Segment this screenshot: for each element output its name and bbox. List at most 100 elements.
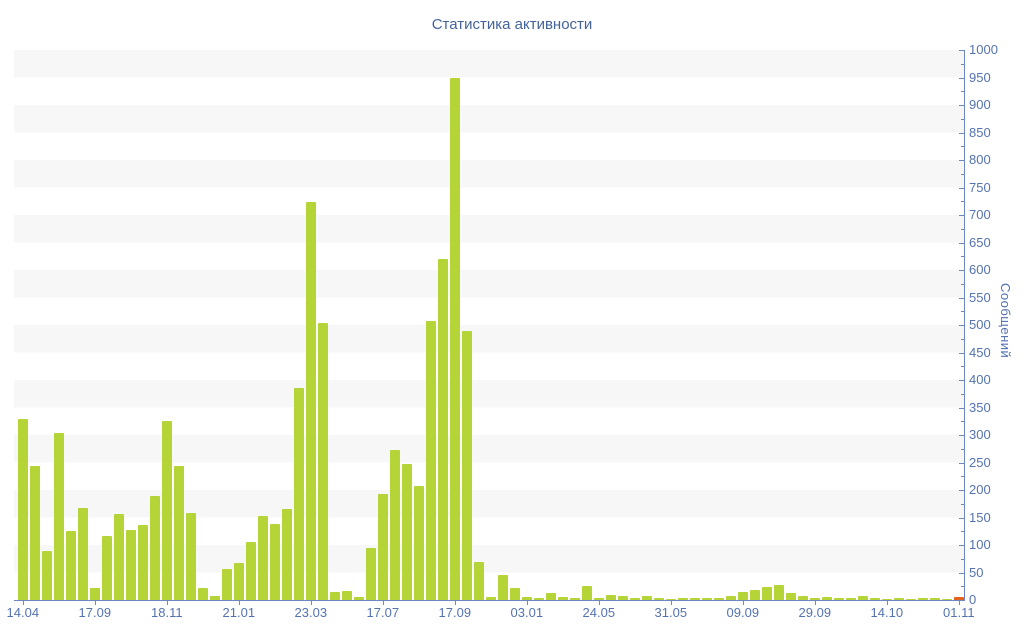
x-axis-tick	[814, 601, 816, 605]
bar	[558, 597, 568, 600]
y-tick-label: 950	[969, 69, 991, 85]
bar	[786, 592, 796, 600]
y-tick-label: 700	[969, 207, 991, 222]
y-axis-major-tick	[959, 270, 964, 271]
chart-title: Статистика активности	[431, 16, 593, 33]
y-axis-minor-tick	[961, 146, 964, 148]
y-axis-major-tick	[959, 242, 964, 244]
bar	[270, 523, 280, 600]
x-tick-label: 24.05	[582, 605, 616, 620]
y-tick-label: 200	[969, 482, 991, 497]
bar	[630, 597, 640, 600]
bar	[294, 388, 304, 600]
y-tick-label: 250	[969, 454, 991, 470]
bar	[618, 596, 628, 600]
plot-area	[14, 50, 965, 601]
y-tick-label: 850	[969, 124, 991, 140]
bar	[426, 321, 436, 600]
y-tick-label: 50	[969, 564, 984, 580]
y-axis-minor-tick	[961, 256, 964, 258]
bar	[846, 597, 856, 600]
y-axis-major-tick	[959, 380, 964, 381]
y-axis-major-tick	[959, 545, 964, 546]
bar	[354, 596, 364, 600]
y-axis-minor-tick	[961, 118, 964, 120]
y-tick-label: 650	[969, 234, 991, 250]
bar	[654, 598, 664, 600]
y-axis-minor-tick	[961, 311, 964, 313]
y-tick-label: 750	[969, 179, 991, 195]
bar	[666, 598, 676, 600]
bar	[606, 594, 616, 600]
bar	[378, 494, 388, 600]
bar	[234, 563, 244, 600]
bar	[222, 568, 232, 600]
bar	[474, 561, 484, 600]
y-axis-major-tick	[959, 77, 964, 79]
bar	[246, 542, 256, 600]
y-tick-label: 100	[969, 537, 991, 552]
bar	[918, 598, 928, 600]
x-tick-label: 18.11	[151, 605, 183, 620]
bar	[510, 587, 520, 600]
y-axis-minor-tick	[961, 228, 964, 230]
x-tick-label: 03.01	[510, 605, 544, 620]
y-axis-major-tick	[959, 572, 964, 574]
y-axis-major-tick	[959, 407, 964, 409]
bar	[930, 598, 940, 600]
bar	[414, 486, 424, 600]
bar	[546, 593, 556, 600]
y-axis-major-tick	[959, 105, 964, 106]
y-axis-major-tick	[959, 325, 964, 326]
y-axis-major-tick	[959, 462, 964, 464]
y-axis-major-tick	[959, 517, 964, 519]
bar	[582, 586, 592, 600]
bar	[126, 529, 136, 600]
bar	[486, 597, 496, 600]
y-axis-minor-tick	[961, 63, 964, 65]
y-axis-minor-tick	[961, 91, 964, 93]
y-axis-minor-tick	[961, 366, 964, 368]
bar	[282, 508, 292, 600]
bar	[402, 464, 412, 600]
y-tick-label: 450	[969, 344, 991, 360]
x-axis-tick	[166, 601, 168, 605]
x-axis-tick	[526, 601, 528, 605]
bar	[498, 575, 508, 600]
bar	[774, 584, 784, 600]
bar	[750, 590, 760, 600]
x-axis-tick	[742, 601, 744, 605]
bar	[54, 433, 64, 600]
x-axis-tick	[310, 601, 312, 605]
bar	[858, 596, 868, 600]
x-axis-tick	[886, 601, 888, 605]
bar	[714, 597, 724, 600]
x-tick-label: 31.05	[654, 605, 688, 620]
x-tick-label: 14.10	[870, 605, 904, 620]
y-axis-minor-tick	[961, 338, 964, 340]
y-axis-minor-tick	[961, 558, 964, 560]
x-tick-label: 17.07	[366, 605, 400, 620]
bar	[30, 466, 40, 600]
bar	[906, 598, 916, 600]
bar	[342, 591, 352, 600]
bar	[726, 596, 736, 600]
x-tick-label: 14.04	[6, 605, 40, 620]
bar	[18, 418, 28, 600]
bar	[306, 201, 316, 600]
bar	[186, 513, 196, 600]
y-axis-major-tick	[959, 160, 964, 161]
y-axis-major-tick	[959, 187, 964, 189]
bar	[522, 597, 532, 600]
x-tick-label: 01.11	[943, 605, 975, 620]
bar	[66, 530, 76, 600]
bar	[678, 597, 688, 600]
y-axis-minor-tick	[961, 421, 964, 423]
y-tick-label: 300	[969, 427, 991, 442]
bar	[102, 536, 112, 600]
y-axis-major-tick	[959, 600, 964, 601]
bar	[318, 322, 328, 600]
bar	[150, 495, 160, 600]
bar	[810, 597, 820, 600]
y-tick-label: 400	[969, 372, 991, 387]
